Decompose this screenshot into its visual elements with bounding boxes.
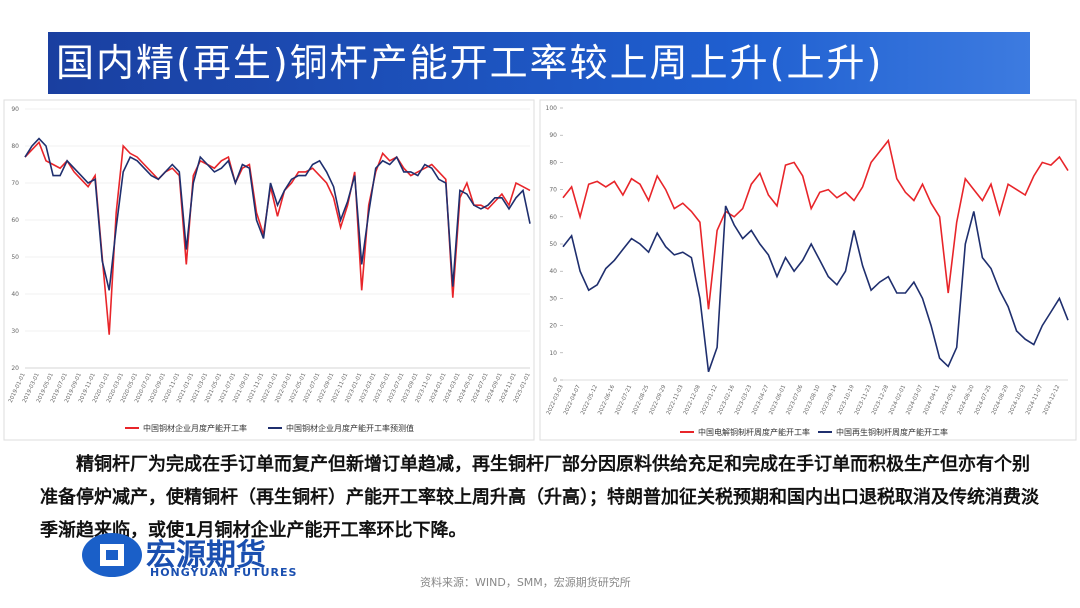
logo: 宏源期货 HONGYUAN FUTURES [80, 530, 296, 584]
y-tick-label: 80 [11, 143, 19, 150]
y-tick-label: 40 [549, 268, 557, 275]
panel [3, 99, 535, 441]
legend-label: 中国再生铜制杆周度产能开工率 [836, 427, 948, 437]
y-tick-label: 70 [549, 187, 557, 194]
logo-english: HONGYUAN FUTURES [150, 566, 298, 579]
series-line [562, 138, 1069, 310]
body-text: 精铜杆厂为完成在手订单而复产但新增订单趋减，再生铜杆厂部分因原料供给充足和完成在… [40, 454, 1039, 541]
y-tick-label: 100 [546, 105, 558, 112]
legend-label: 中国铜材企业月度产能开工率 [143, 423, 247, 433]
series-line [24, 140, 531, 335]
y-tick-label: 40 [11, 291, 19, 298]
y-tick-label: 20 [549, 323, 557, 330]
y-tick-label: 80 [549, 159, 557, 166]
title-banner: 国内精(再生)铜杆产能开工率较上周上升(上升) [48, 32, 1030, 94]
y-tick-label: 90 [549, 132, 557, 139]
charts: 20304050607080902019-01-012019-03-012019… [3, 99, 1077, 441]
y-tick-label: 10 [549, 350, 557, 357]
y-tick-label: 90 [11, 106, 19, 113]
y-tick-label: 60 [549, 214, 557, 221]
y-tick-label: 0 [553, 377, 557, 384]
source: 资料来源：WIND，SMM，宏源期货研究所 [420, 576, 631, 589]
legend-label: 中国铜材企业月度产能开工率预测值 [286, 423, 414, 433]
y-tick-label: 20 [11, 365, 19, 372]
logo-icon [82, 533, 142, 577]
y-tick-label: 50 [11, 254, 19, 261]
y-tick-label: 60 [11, 217, 19, 224]
y-tick-label: 30 [549, 295, 557, 302]
series-line [24, 137, 531, 291]
y-tick-label: 30 [11, 328, 19, 335]
legend-label: 中国电解铜制杆周度产能开工率 [698, 427, 810, 437]
y-tick-label: 50 [549, 241, 557, 248]
panel [539, 99, 1077, 441]
series-line [562, 205, 1069, 373]
y-tick-label: 70 [11, 180, 19, 187]
logo-name: 宏源期货 [146, 538, 266, 573]
